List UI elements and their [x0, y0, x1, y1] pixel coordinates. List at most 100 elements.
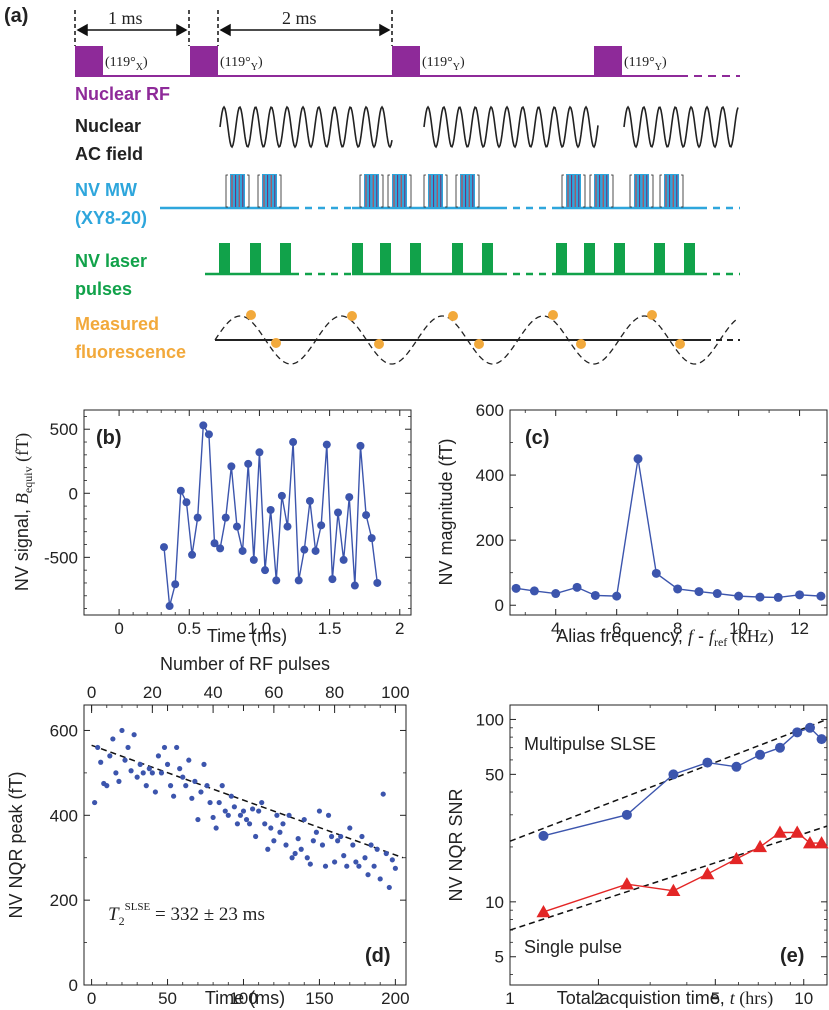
panel-c: 4 6 8 10 12 0 200 400 600 (c) Alias frequency, f… — [436, 401, 828, 649]
data-point — [125, 744, 131, 751]
data-point — [280, 821, 286, 827]
mw-bracket-1 — [225, 174, 250, 208]
data-point — [392, 865, 398, 871]
data-point — [295, 836, 301, 842]
laser-pulse-5 — [380, 243, 391, 274]
data-point — [702, 757, 713, 768]
data-point — [249, 806, 256, 812]
mw-pulse-block-6 — [460, 174, 475, 208]
data-point — [804, 722, 815, 733]
mw-bracket-5 — [423, 174, 448, 208]
laser-row: NV laser pulses — [75, 243, 740, 299]
data-point — [128, 768, 134, 774]
data-point — [216, 799, 222, 806]
data-point — [332, 859, 338, 865]
data-point — [339, 555, 348, 564]
data-point — [198, 789, 204, 795]
fit-line — [509, 825, 828, 931]
laser-pulse-1 — [219, 243, 230, 274]
data-point — [134, 774, 140, 780]
data-point — [213, 825, 219, 831]
data-point — [261, 566, 270, 575]
data-point — [92, 799, 98, 806]
mw-bracket-3 — [359, 174, 384, 208]
data-point — [159, 543, 168, 552]
panel-d-ylabel: NV NQR peak (fT) — [6, 771, 26, 918]
mw-pulse-block-7 — [566, 174, 581, 208]
data-point — [177, 766, 183, 772]
data-point — [237, 812, 244, 818]
mw-bracket-6 — [455, 174, 480, 208]
data-point — [816, 591, 826, 601]
x-tick-label: 50 — [158, 989, 177, 1008]
data-point — [186, 757, 192, 763]
data-point — [294, 576, 303, 585]
data-point — [199, 421, 208, 430]
data-point — [232, 522, 241, 531]
data-point — [216, 544, 225, 553]
data-point — [790, 825, 805, 838]
mw-bracket-9 — [629, 174, 654, 208]
data-point — [694, 587, 704, 597]
rf-row-label: Nuclear RF — [75, 84, 170, 104]
panel-c-plot — [511, 454, 826, 602]
data-point — [612, 591, 622, 601]
panel-e-label: (e) — [780, 945, 804, 967]
data-point — [619, 877, 634, 890]
data-point — [668, 769, 679, 780]
data-point — [272, 576, 281, 585]
rf-pulse-2 — [190, 46, 218, 76]
dimension-markers — [74, 10, 393, 46]
data-point — [283, 522, 292, 531]
top-x-tick-label: 60 — [264, 683, 283, 702]
data-point — [176, 486, 185, 495]
data-point — [301, 816, 307, 823]
data-point — [292, 850, 298, 857]
x-tick-label: 200 — [381, 989, 409, 1008]
data-point — [322, 863, 329, 869]
x-tick-label: 150 — [305, 989, 333, 1008]
y-tick-label: 0 — [495, 596, 504, 615]
data-point — [201, 761, 207, 767]
mw-pulse-trains — [160, 174, 740, 210]
panel-d-fit-annotation: T2SLSE = 332 ± 23 ms — [108, 901, 265, 928]
x-tick-label: 8 — [673, 619, 682, 638]
fluor-wave — [214, 315, 739, 365]
data-point — [362, 511, 371, 520]
y-tick-label: 200 — [50, 891, 78, 910]
x-tick-label: 12 — [790, 619, 809, 638]
x-tick-label: 0.5 — [177, 619, 201, 638]
rf-pulse-1 — [75, 46, 103, 76]
panel-b-ylabel: NV signal, Bequiv (fT) — [12, 433, 35, 591]
panel-e-series-label-1: Multipulse SLSE — [524, 734, 656, 754]
fit-line — [91, 744, 404, 859]
fluor-sample-5 — [448, 311, 458, 321]
x-tick-label: 5 — [711, 989, 720, 1008]
data-point — [227, 462, 236, 471]
laser-pulse-6 — [410, 243, 421, 274]
data-point — [365, 872, 371, 878]
data-point — [207, 799, 213, 806]
data-point — [116, 778, 122, 784]
data-point — [373, 578, 382, 587]
data-point — [98, 759, 104, 765]
top-x-tick-label: 20 — [143, 683, 162, 702]
y-tick-label: 5 — [495, 948, 504, 967]
data-point — [319, 842, 326, 848]
data-point — [772, 825, 787, 838]
mw-pulse-block-3 — [364, 174, 379, 208]
dim-arrowheads-1 — [76, 23, 188, 37]
data-point — [304, 855, 310, 861]
data-point — [529, 586, 539, 596]
panel-d-top-xlabel: Number of RF pulses — [160, 654, 330, 674]
top-x-tick-label: 40 — [204, 683, 223, 702]
data-point — [298, 846, 304, 852]
data-point — [755, 749, 766, 760]
data-point — [149, 770, 155, 776]
fluor-sample-1 — [246, 310, 256, 320]
top-x-tick-label: 100 — [381, 683, 409, 702]
y-tick-label: -500 — [44, 548, 78, 567]
data-point — [155, 753, 162, 759]
fluor-sample-3 — [347, 311, 357, 321]
data-point — [350, 842, 356, 848]
